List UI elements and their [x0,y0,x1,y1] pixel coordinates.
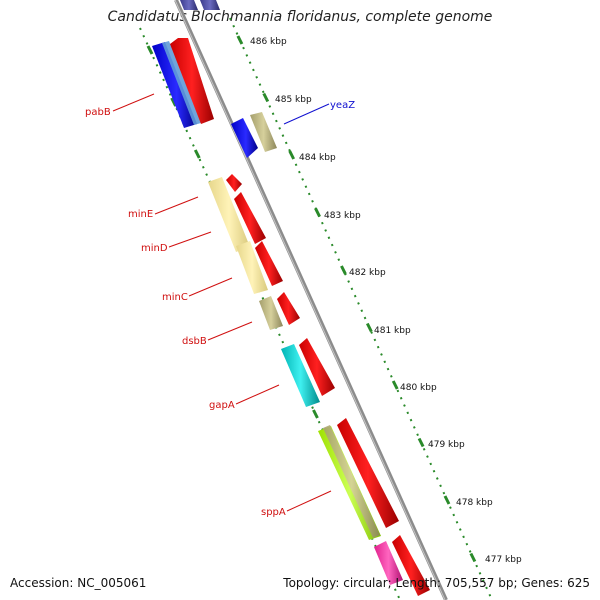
scale-label: 483 kbp [324,211,361,221]
gene-label-yeaZ: yeaZ [330,100,355,111]
scale-label: 484 kbp [299,153,336,163]
scale-tick [417,437,425,448]
gene-minE-red [226,174,242,192]
gene-pabB-stripe [162,41,201,125]
gene-dsbB [259,296,283,330]
inner-tick [146,45,154,55]
leader-sppA [286,490,332,512]
scale-tick [262,92,270,103]
leader-gapA [235,384,280,405]
gene-minE [208,177,250,252]
scale-ticks [236,35,477,563]
leader-dsbB [207,321,253,341]
gene-yeaZ-neighbor [250,112,277,152]
scale-tick [365,322,373,333]
gene-gapA-red [299,338,335,396]
gene-minD-red [234,192,266,244]
gene-gapA [281,344,320,407]
accession-label: Accession: NC_005061 [10,576,147,590]
gene-sppA-khaki [323,425,380,538]
scale-tick [288,150,296,160]
gene-label-minE: minE [128,209,153,220]
scale-label: 486 kbp [250,37,287,47]
scale-label: 481 kbp [374,326,411,336]
gene-minD [236,241,268,294]
gene-top-right [200,0,220,10]
inner-tick [193,149,201,159]
gene-bottom-magenta [374,541,403,585]
scale-tick [236,35,244,45]
scale-labels: 486 kbp 485 kbp 484 kbp 483 kbp 482 kbp … [250,37,522,565]
gene-label-sppA: sppA [261,507,286,518]
scale-tick [391,380,399,390]
gene-sppA-red [337,418,399,528]
scale-tick [443,495,451,505]
gene-label-minC: minC [162,292,188,303]
scale-tick [314,207,321,218]
gene-upstream-red [170,38,214,124]
leader-pabB [112,93,155,112]
scale-label: 480 kbp [400,383,437,393]
leader-yeaZ [283,103,330,125]
leader-minC [188,277,233,297]
scale-tick [469,552,477,563]
gene-label-pabB: pabB [85,107,111,118]
genome-backbone [174,0,448,600]
genome-backbone-highlight [174,0,446,600]
gene-bottom-red [392,535,430,596]
gene-label-minD: minD [141,243,168,254]
map-title: Candidatus Blochmannia floridanus, compl… [107,9,493,25]
scale-label: 477 kbp [485,555,522,565]
scale-label: 479 kbp [428,440,465,450]
scale-label: 478 kbp [456,498,493,508]
scale-label: 485 kbp [275,95,312,105]
gene-dsbB-red [277,292,300,325]
scale-tick [340,265,347,275]
leader-minD [168,231,212,248]
gene-label-dsbB: dsbB [182,336,207,347]
inner-tick [312,409,319,419]
gene-top-left [180,0,198,10]
gene-minC-red [255,241,283,286]
genome-summary: Topology: circular; Length: 705,557 bp; … [283,576,590,590]
gene-label-gapA: gapA [209,400,235,411]
leader-minE [154,196,199,215]
scale-label: 482 kbp [349,268,386,278]
gene-yeaZ [231,118,258,158]
gene-pabB [152,42,197,128]
